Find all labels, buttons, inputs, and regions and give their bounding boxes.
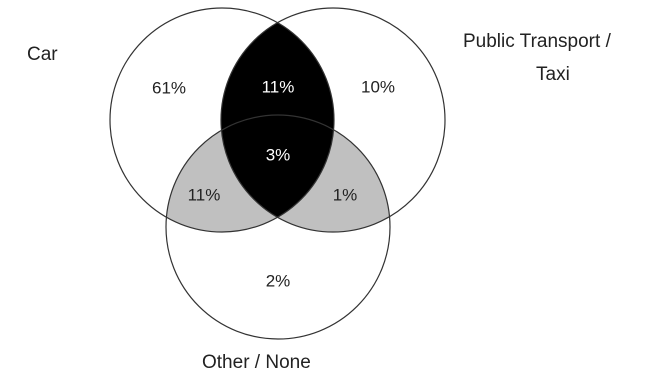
set-label-other: Other / None <box>202 352 311 373</box>
circle-public-transport <box>220 7 446 233</box>
set-label-car: Car <box>27 44 58 65</box>
circle-other <box>165 114 391 340</box>
set-label-public-transport-line2: Taxi <box>536 64 570 85</box>
value-all-three: 3% <box>266 145 291 164</box>
value-public-other: 1% <box>333 185 358 204</box>
value-car-public: 11% <box>262 77 295 96</box>
value-other-only: 2% <box>266 271 291 290</box>
value-public-only: 10% <box>361 77 395 96</box>
set-label-public-transport-line1: Public Transport / <box>463 31 612 52</box>
value-car-other: 11% <box>188 185 221 204</box>
circle-car <box>109 7 335 233</box>
value-car-only: 61% <box>152 78 186 97</box>
